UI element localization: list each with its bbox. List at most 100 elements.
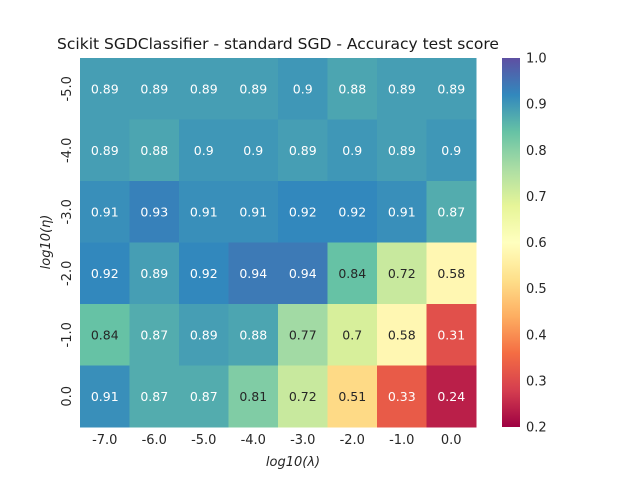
x-tick-label: -7.0 xyxy=(92,433,117,448)
y-tick-label: -2.0 xyxy=(60,261,75,286)
y-tick-label: -1.0 xyxy=(60,322,75,347)
cell-value-label: 0.89 xyxy=(140,266,168,281)
cell-value-label: 0.9 xyxy=(293,81,313,96)
colorbar-tick-label: 0.6 xyxy=(526,236,547,251)
heatmap-cell xyxy=(179,242,229,305)
cell-value-label: 0.51 xyxy=(338,389,366,404)
cell-value-label: 0.89 xyxy=(437,81,465,96)
heatmap-cell xyxy=(327,304,378,366)
colorbar-tick-label: 0.7 xyxy=(526,190,547,205)
cell-value-label: 0.93 xyxy=(140,204,168,219)
x-tick-label: -3.0 xyxy=(290,433,315,448)
x-axis-label: log10(λ) xyxy=(266,455,320,470)
cell-value-label: 0.7 xyxy=(342,327,362,342)
heatmap-cell xyxy=(80,181,130,243)
cell-value-label: 0.87 xyxy=(140,389,168,404)
x-tick-label: -4.0 xyxy=(241,433,266,448)
cell-value-label: 0.33 xyxy=(388,389,416,404)
cell-value-label: 0.24 xyxy=(437,389,465,404)
heatmap-cell xyxy=(377,242,427,305)
cell-value-label: 0.9 xyxy=(342,143,362,158)
heatmap-cell xyxy=(179,365,229,428)
heatmap-cell xyxy=(228,58,279,120)
colorbar-tick-label: 1.0 xyxy=(526,52,547,67)
heatmap-cell xyxy=(129,304,180,366)
heatmap-cell xyxy=(426,304,477,366)
cell-value-label: 0.87 xyxy=(140,327,168,342)
heatmap-cell xyxy=(80,242,130,305)
x-axis-ticks: -7.0 -6.0 -5.0 -4.0 -3.0 -2.0 -1.0 0.0 xyxy=(92,433,462,448)
heatmap-cell xyxy=(228,365,279,428)
cell-value-label: 0.72 xyxy=(388,266,416,281)
heatmap-cell xyxy=(377,304,427,366)
cell-value-label: 0.81 xyxy=(239,389,267,404)
heatmap-cell xyxy=(327,58,378,120)
heatmap-cell xyxy=(327,119,378,182)
heatmap-cell xyxy=(179,304,229,366)
cell-value-label: 0.89 xyxy=(140,81,168,96)
cell-value-label: 0.92 xyxy=(338,204,366,219)
colorbar-tick-label: 0.9 xyxy=(526,98,547,113)
cell-value-label: 0.92 xyxy=(91,266,119,281)
heatmap-cell xyxy=(228,119,279,182)
heatmap-cell xyxy=(129,181,180,243)
cell-value-label: 0.84 xyxy=(91,327,119,342)
x-tick-label: -6.0 xyxy=(142,433,167,448)
cell-value-label: 0.88 xyxy=(239,327,267,342)
heatmap-cells: 0.89 0.89 0.89 0.89 0.9 0.88 0.89 0.89 0.89 0.88 0… xyxy=(80,58,477,428)
colorbar-tick-label: 0.5 xyxy=(526,282,547,297)
cell-value-label: 0.89 xyxy=(91,81,119,96)
cell-value-label: 0.9 xyxy=(441,143,461,158)
cell-value-label: 0.9 xyxy=(243,143,263,158)
heatmap-cell xyxy=(327,181,378,243)
heatmap-cell xyxy=(278,304,328,366)
cell-value-label: 0.77 xyxy=(289,327,317,342)
cell-value-label: 0.92 xyxy=(289,204,317,219)
heatmap-cell xyxy=(278,242,328,305)
cell-value-label: 0.58 xyxy=(437,266,465,281)
heatmap-cell xyxy=(179,58,229,120)
heatmap-cell xyxy=(278,181,328,243)
heatmap-cell xyxy=(129,119,180,182)
heatmap-cell xyxy=(228,242,279,305)
heatmap-cell xyxy=(426,365,477,428)
heatmap-cell xyxy=(377,181,427,243)
heatmap-cell xyxy=(129,58,180,120)
colorbar-tick-label: 0.3 xyxy=(526,374,547,389)
y-tick-label: -3.0 xyxy=(60,199,75,224)
heatmap-cell xyxy=(129,242,180,305)
colorbar xyxy=(502,58,520,427)
heatmap-cell xyxy=(278,58,328,120)
y-axis-label: log10(η) xyxy=(39,215,54,270)
cell-value-label: 0.91 xyxy=(91,204,119,219)
cell-value-label: 0.92 xyxy=(190,266,218,281)
heatmap-cell xyxy=(377,119,427,182)
cell-value-label: 0.58 xyxy=(388,327,416,342)
heatmap-cell xyxy=(278,119,328,182)
cell-value-label: 0.89 xyxy=(388,81,416,96)
x-tick-label: -5.0 xyxy=(191,433,216,448)
cell-value-label: 0.91 xyxy=(239,204,267,219)
x-tick-label: -1.0 xyxy=(389,433,414,448)
cell-value-label: 0.31 xyxy=(437,327,465,342)
cell-value-label: 0.91 xyxy=(388,204,416,219)
cell-value-label: 0.87 xyxy=(437,204,465,219)
heatmap-cell xyxy=(228,181,279,243)
cell-value-label: 0.88 xyxy=(338,81,366,96)
x-tick-label: -2.0 xyxy=(340,433,365,448)
heatmap-cell xyxy=(129,365,180,428)
cell-value-label: 0.89 xyxy=(239,81,267,96)
colorbar-tick-label: 0.2 xyxy=(526,421,547,436)
cell-value-label: 0.89 xyxy=(91,143,119,158)
y-tick-label: -5.0 xyxy=(60,76,75,101)
cell-value-label: 0.88 xyxy=(140,143,168,158)
colorbar-tick-label: 0.4 xyxy=(526,328,547,343)
heatmap-cell xyxy=(278,365,328,428)
cell-value-label: 0.84 xyxy=(338,266,366,281)
heatmap-cell xyxy=(377,58,427,120)
x-tick-label: 0.0 xyxy=(441,433,462,448)
heatmap-cell xyxy=(228,304,279,366)
heatmap-cell xyxy=(426,58,477,120)
cell-value-label: 0.89 xyxy=(190,327,218,342)
